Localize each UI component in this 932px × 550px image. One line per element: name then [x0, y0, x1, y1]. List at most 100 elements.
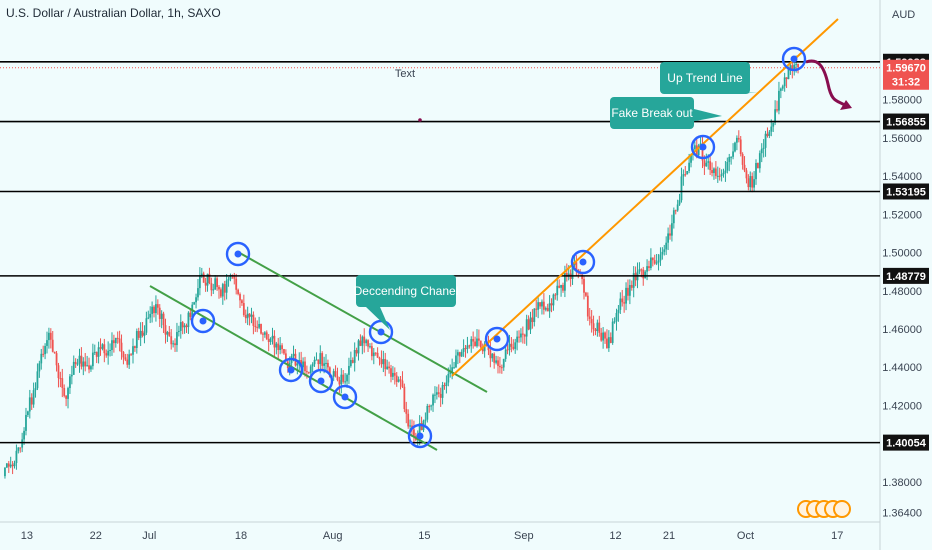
candle-body: [516, 336, 519, 343]
candle-body: [28, 397, 31, 412]
candle-body: [267, 339, 270, 342]
candle-body: [370, 346, 373, 357]
candle-body: [97, 347, 100, 357]
candle-body: [544, 307, 547, 310]
candle-body: [208, 273, 211, 284]
candle-body: [317, 359, 320, 365]
pivot-dot: [199, 317, 207, 325]
deccending-chanel-callout-box[interactable]: [356, 275, 456, 307]
candle-body: [458, 352, 461, 357]
candle-body: [600, 332, 603, 341]
candle-body: [210, 283, 213, 291]
candle-body: [703, 160, 706, 167]
candle-body: [338, 380, 341, 385]
candle-body: [91, 352, 94, 367]
price-level-label: 1.48779: [886, 271, 926, 283]
candle-body: [701, 143, 704, 161]
candle-body: [481, 347, 484, 352]
candle-body: [592, 323, 595, 330]
candle-body: [772, 122, 775, 127]
candle-body: [49, 332, 52, 340]
candle-body: [495, 360, 497, 363]
candle-body: [395, 375, 398, 382]
candle-body: [197, 288, 199, 298]
candle-body: [168, 332, 171, 337]
candle-body: [269, 338, 272, 342]
candle-body: [399, 379, 402, 381]
candle-body: [571, 265, 574, 279]
candle-body: [93, 351, 96, 353]
candle-body: [541, 301, 543, 307]
candle-body: [386, 366, 389, 370]
fake-breakout-callout-box[interactable]: [610, 97, 694, 129]
candle-body: [432, 394, 434, 406]
candle-body: [130, 354, 132, 356]
candle-body: [124, 357, 127, 360]
candle-body: [99, 347, 102, 349]
candle-body: [663, 249, 666, 252]
candle-body: [239, 294, 241, 301]
candle-body: [753, 179, 755, 188]
candle-body: [212, 289, 215, 291]
pivot-circle-marker: [225, 241, 251, 267]
candle-body: [409, 425, 411, 427]
candle-body: [686, 171, 689, 175]
candle-body: [435, 392, 438, 395]
candle-body: [531, 317, 534, 323]
candle-body: [711, 170, 713, 174]
candle-body: [464, 348, 467, 350]
candle-body: [430, 405, 433, 407]
candle-body: [787, 69, 790, 80]
candle-body: [632, 273, 635, 288]
candle-body: [120, 342, 123, 352]
pivot-dot: [341, 393, 349, 401]
candle-body: [328, 367, 331, 377]
candle-body: [489, 350, 492, 359]
candle-body: [606, 338, 608, 349]
x-tick-label: 15: [418, 530, 430, 542]
x-tick-label: 12: [609, 530, 621, 542]
candle-body: [497, 360, 499, 366]
candle-body: [145, 318, 148, 333]
candle-body: [407, 413, 410, 427]
candle-body: [376, 352, 379, 358]
candle-body: [575, 262, 578, 270]
x-tick-label: 22: [90, 530, 102, 542]
candle-body: [477, 338, 480, 341]
channel-upper-line: [237, 251, 488, 393]
candle-body: [646, 266, 648, 272]
candle-body: [172, 343, 175, 345]
candle-body: [581, 274, 583, 279]
candle-body: [250, 314, 253, 317]
economic-event-icon[interactable]: [833, 500, 851, 518]
candle-body: [751, 176, 754, 188]
candle-body: [284, 353, 287, 362]
candle-body: [476, 338, 478, 347]
candle-body: [602, 332, 605, 341]
up-trend-callout-box[interactable]: [660, 62, 750, 94]
candle-body: [325, 362, 327, 364]
candle-body: [598, 322, 601, 333]
price-level-tag: [883, 267, 929, 284]
candle-body: [615, 312, 618, 322]
candle-body: [4, 467, 6, 477]
candle-body: [179, 322, 182, 331]
candle-body: [279, 345, 282, 351]
candle-countdown: 31:32: [892, 77, 920, 89]
candle-body: [283, 349, 285, 354]
candle-body: [363, 336, 366, 344]
candle-body: [69, 376, 71, 389]
candle-body: [764, 133, 767, 148]
candle-body: [565, 272, 568, 277]
candle-body: [227, 279, 230, 281]
pivot-circle-marker: [781, 46, 807, 72]
candle-body: [166, 332, 169, 335]
candle-body: [720, 174, 723, 176]
candle-body: [657, 260, 660, 263]
candle-body: [757, 162, 759, 169]
candle-body: [103, 344, 106, 354]
candle-body: [747, 178, 750, 188]
candle-body: [53, 351, 56, 354]
candle-body: [84, 361, 87, 367]
